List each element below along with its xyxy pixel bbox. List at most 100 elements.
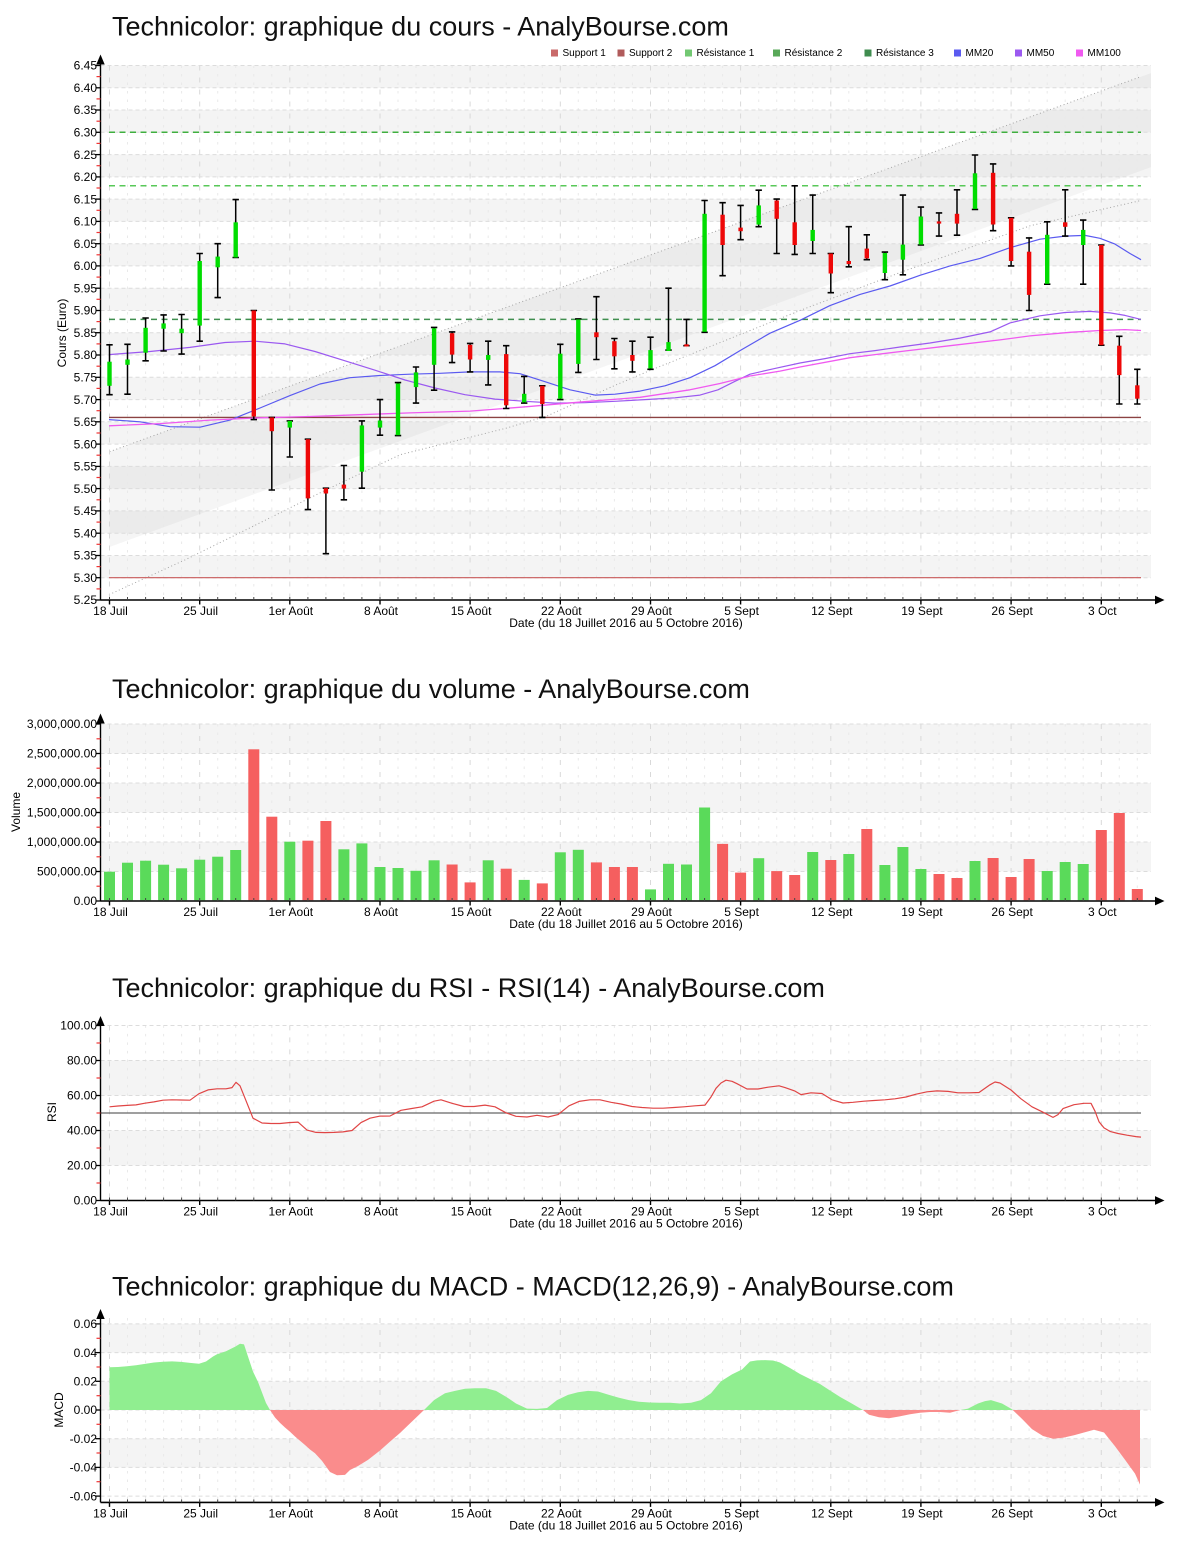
svg-text:5 Sept: 5 Sept [724,905,759,919]
svg-text:5.60: 5.60 [74,437,98,451]
svg-text:0.00: 0.00 [74,1403,98,1417]
svg-text:3 Oct: 3 Oct [1088,1205,1117,1219]
svg-text:100.00: 100.00 [60,1019,97,1033]
svg-text:Date (du 18 Juillet 2016 au 5: Date (du 18 Juillet 2016 au 5 Octobre 20… [509,917,742,931]
svg-text:22 Août: 22 Août [541,1205,582,1219]
svg-text:-0.02: -0.02 [70,1432,98,1446]
svg-text:22 Août: 22 Août [541,1507,582,1521]
svg-text:Résistance 1: Résistance 1 [697,48,755,59]
svg-text:5.35: 5.35 [74,549,98,563]
svg-text:25 Juil: 25 Juil [183,905,218,919]
svg-text:Date (du 18 Juillet 2016 au 5: Date (du 18 Juillet 2016 au 5 Octobre 20… [509,1518,742,1532]
svg-text:Support 1: Support 1 [563,48,607,59]
svg-text:29 Août: 29 Août [631,905,672,919]
svg-text:19 Sept: 19 Sept [901,905,943,919]
svg-text:Volume: Volume [9,792,23,832]
svg-text:8 Août: 8 Août [364,905,399,919]
svg-text:26 Sept: 26 Sept [991,1205,1033,1219]
svg-text:3,000,000.00: 3,000,000.00 [27,717,97,731]
svg-text:18 Juil: 18 Juil [93,604,128,618]
svg-text:8 Août: 8 Août [364,604,399,618]
svg-text:1er Août: 1er Août [268,604,313,618]
svg-text:5.50: 5.50 [74,482,98,496]
svg-text:15 Août: 15 Août [451,604,492,618]
svg-text:-0.04: -0.04 [70,1461,98,1475]
svg-text:5.70: 5.70 [74,393,98,407]
svg-text:25 Juil: 25 Juil [183,1205,218,1219]
svg-text:8 Août: 8 Août [364,1507,399,1521]
svg-text:Technicolor: graphique du MACD: Technicolor: graphique du MACD - MACD(12… [112,1272,954,1302]
svg-text:2,000,000.00: 2,000,000.00 [27,776,97,790]
svg-text:26 Sept: 26 Sept [991,905,1033,919]
svg-text:MM100: MM100 [1088,48,1122,59]
svg-text:500,000.00: 500,000.00 [37,865,97,879]
svg-text:22 Août: 22 Août [541,604,582,618]
svg-text:26 Sept: 26 Sept [991,604,1033,618]
svg-text:19 Sept: 19 Sept [901,1507,943,1521]
svg-text:6.15: 6.15 [74,192,98,206]
svg-text:29 Août: 29 Août [631,604,672,618]
svg-text:80.00: 80.00 [67,1054,97,1068]
svg-text:1,000,000.00: 1,000,000.00 [27,835,97,849]
svg-text:5.95: 5.95 [74,281,98,295]
svg-text:-0.06: -0.06 [70,1489,98,1503]
svg-text:MM20: MM20 [966,48,994,59]
svg-text:6.35: 6.35 [74,103,98,117]
svg-text:6.25: 6.25 [74,148,98,162]
svg-text:Cours (Euro): Cours (Euro) [55,299,69,368]
svg-text:5.75: 5.75 [74,371,98,385]
svg-text:6.30: 6.30 [74,126,98,140]
svg-text:19 Sept: 19 Sept [901,604,943,618]
svg-text:22 Août: 22 Août [541,905,582,919]
svg-text:0.02: 0.02 [74,1375,98,1389]
svg-text:0.06: 0.06 [74,1317,98,1331]
svg-text:29 Août: 29 Août [631,1205,672,1219]
svg-text:5.90: 5.90 [74,304,98,318]
svg-text:18 Juil: 18 Juil [93,1507,128,1521]
svg-text:18 Juil: 18 Juil [93,1205,128,1219]
svg-text:0.00: 0.00 [74,1194,98,1208]
svg-text:6.45: 6.45 [74,59,98,73]
svg-text:20.00: 20.00 [67,1159,97,1173]
svg-text:0.00: 0.00 [74,894,98,908]
svg-text:MACD: MACD [52,1392,66,1428]
svg-text:5.40: 5.40 [74,526,98,540]
svg-text:6.40: 6.40 [74,81,98,95]
svg-text:5.45: 5.45 [74,504,98,518]
svg-text:Résistance 3: Résistance 3 [876,48,934,59]
svg-text:Date (du 18 Juillet 2016 au 5: Date (du 18 Juillet 2016 au 5 Octobre 20… [509,1217,742,1231]
svg-text:1er Août: 1er Août [268,1205,313,1219]
svg-text:Support 2: Support 2 [629,48,673,59]
svg-text:19 Sept: 19 Sept [901,1205,943,1219]
svg-text:5 Sept: 5 Sept [724,1205,759,1219]
svg-text:60.00: 60.00 [67,1089,97,1103]
svg-text:6.05: 6.05 [74,237,98,251]
svg-text:15 Août: 15 Août [451,1507,492,1521]
svg-text:5 Sept: 5 Sept [724,604,759,618]
svg-text:25 Juil: 25 Juil [183,604,218,618]
svg-text:1er Août: 1er Août [268,905,313,919]
svg-text:29 Août: 29 Août [631,1507,672,1521]
svg-text:1er Août: 1er Août [268,1507,313,1521]
svg-text:Technicolor: graphique du cour: Technicolor: graphique du cours - AnalyB… [112,12,729,42]
svg-text:15 Août: 15 Août [451,905,492,919]
svg-text:3 Oct: 3 Oct [1088,604,1117,618]
svg-text:RSI: RSI [45,1102,59,1122]
svg-text:40.00: 40.00 [67,1124,97,1138]
svg-text:1,500,000.00: 1,500,000.00 [27,806,97,820]
svg-text:5.80: 5.80 [74,348,98,362]
svg-text:MM50: MM50 [1027,48,1055,59]
svg-text:25 Juil: 25 Juil [183,1507,218,1521]
svg-text:5 Sept: 5 Sept [724,1507,759,1521]
svg-text:Date (du 18 Juillet 2016 au 5: Date (du 18 Juillet 2016 au 5 Octobre 20… [509,616,742,630]
svg-text:5.85: 5.85 [74,326,98,340]
svg-text:5.55: 5.55 [74,460,98,474]
svg-text:5.25: 5.25 [74,593,98,607]
svg-text:6.00: 6.00 [74,259,98,273]
svg-text:3 Oct: 3 Oct [1088,905,1117,919]
svg-text:6.20: 6.20 [74,170,98,184]
svg-text:0.04: 0.04 [74,1346,98,1360]
svg-text:12 Sept: 12 Sept [811,604,853,618]
svg-text:3 Oct: 3 Oct [1088,1507,1117,1521]
svg-text:18 Juil: 18 Juil [93,905,128,919]
